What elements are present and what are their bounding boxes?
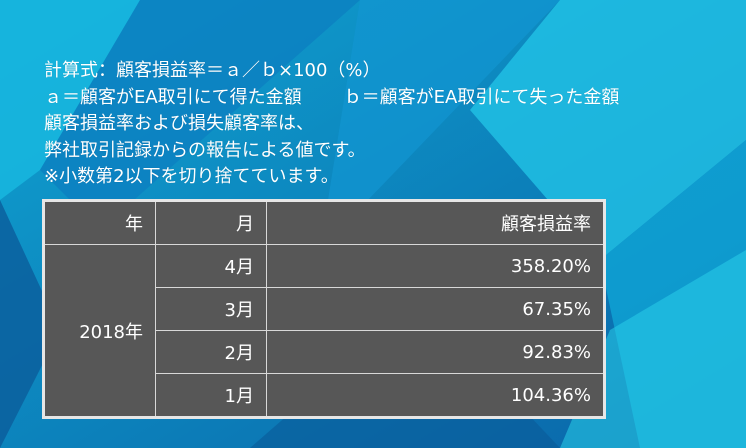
table-row: 2018年 4月 358.20% [43, 244, 605, 418]
table-row: 2月 92.83% [44, 330, 605, 374]
formula-notes: 計算式：顧客損益率＝ａ／ｂ×100（%） ａ＝顧客がEA取引にて得た金額 ｂ＝顧客… [44, 58, 619, 191]
month-cell: 2月 [155, 330, 267, 374]
rate-cell: 358.20% [266, 244, 605, 288]
year-cell: 2018年 [43, 244, 156, 418]
rate-cell: 67.35% [266, 287, 605, 331]
note-line-3: 顧客損益率および損失顧客率は、 [44, 113, 314, 134]
table-row: 1月 104.36% [44, 373, 605, 418]
rate-cell: 92.83% [266, 330, 605, 374]
definition-b: ｂ＝顧客がEA取引にて失った金額 [343, 86, 620, 108]
header-year: 年 [43, 200, 156, 245]
table-header-row: 年 月 顧客損益率 [43, 200, 605, 245]
note-line-4: 弊社取引記録からの報告による値です。 [44, 139, 366, 161]
month-cell: 1月 [155, 373, 267, 418]
note-line-5: ※小数第2以下を切り捨てています。 [44, 166, 339, 187]
rate-cell: 104.36% [266, 373, 605, 418]
month-cell: 4月 [155, 244, 267, 288]
header-rate: 顧客損益率 [266, 200, 605, 245]
month-cell: 3月 [155, 287, 267, 331]
profit-loss-table: 年 月 顧客損益率 2018年 4月 358.20% 3月 67.35% 2月 … [42, 199, 606, 419]
header-month: 月 [155, 200, 267, 245]
definition-a: ａ＝顧客がEA取引にて得た金額 [44, 86, 302, 108]
definitions-line: ａ＝顧客がEA取引にて得た金額 ｂ＝顧客がEA取引にて失った金額 [44, 85, 619, 112]
formula-text: 計算式：顧客損益率＝ａ／ｂ×100（%） [44, 60, 381, 81]
